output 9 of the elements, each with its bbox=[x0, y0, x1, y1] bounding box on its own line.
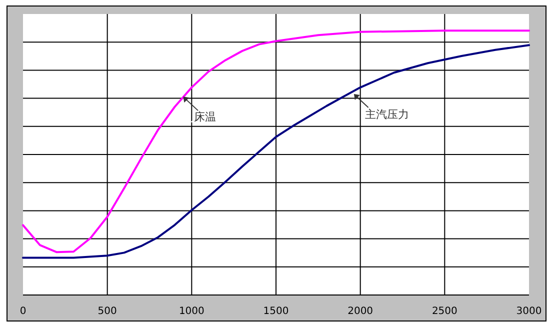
x-tick-label: 1000 bbox=[178, 306, 204, 317]
x-tick-label: 2500 bbox=[432, 306, 458, 317]
x-tick-label: 1500 bbox=[263, 306, 289, 317]
x-tick-label: 0 bbox=[20, 306, 26, 317]
x-tick-label: 3000 bbox=[516, 306, 542, 317]
annotation: 床温 bbox=[194, 110, 216, 124]
annotation: 主汽压力 bbox=[364, 108, 409, 122]
x-tick-label: 500 bbox=[98, 306, 117, 317]
x-tick-label: 2000 bbox=[348, 306, 374, 317]
